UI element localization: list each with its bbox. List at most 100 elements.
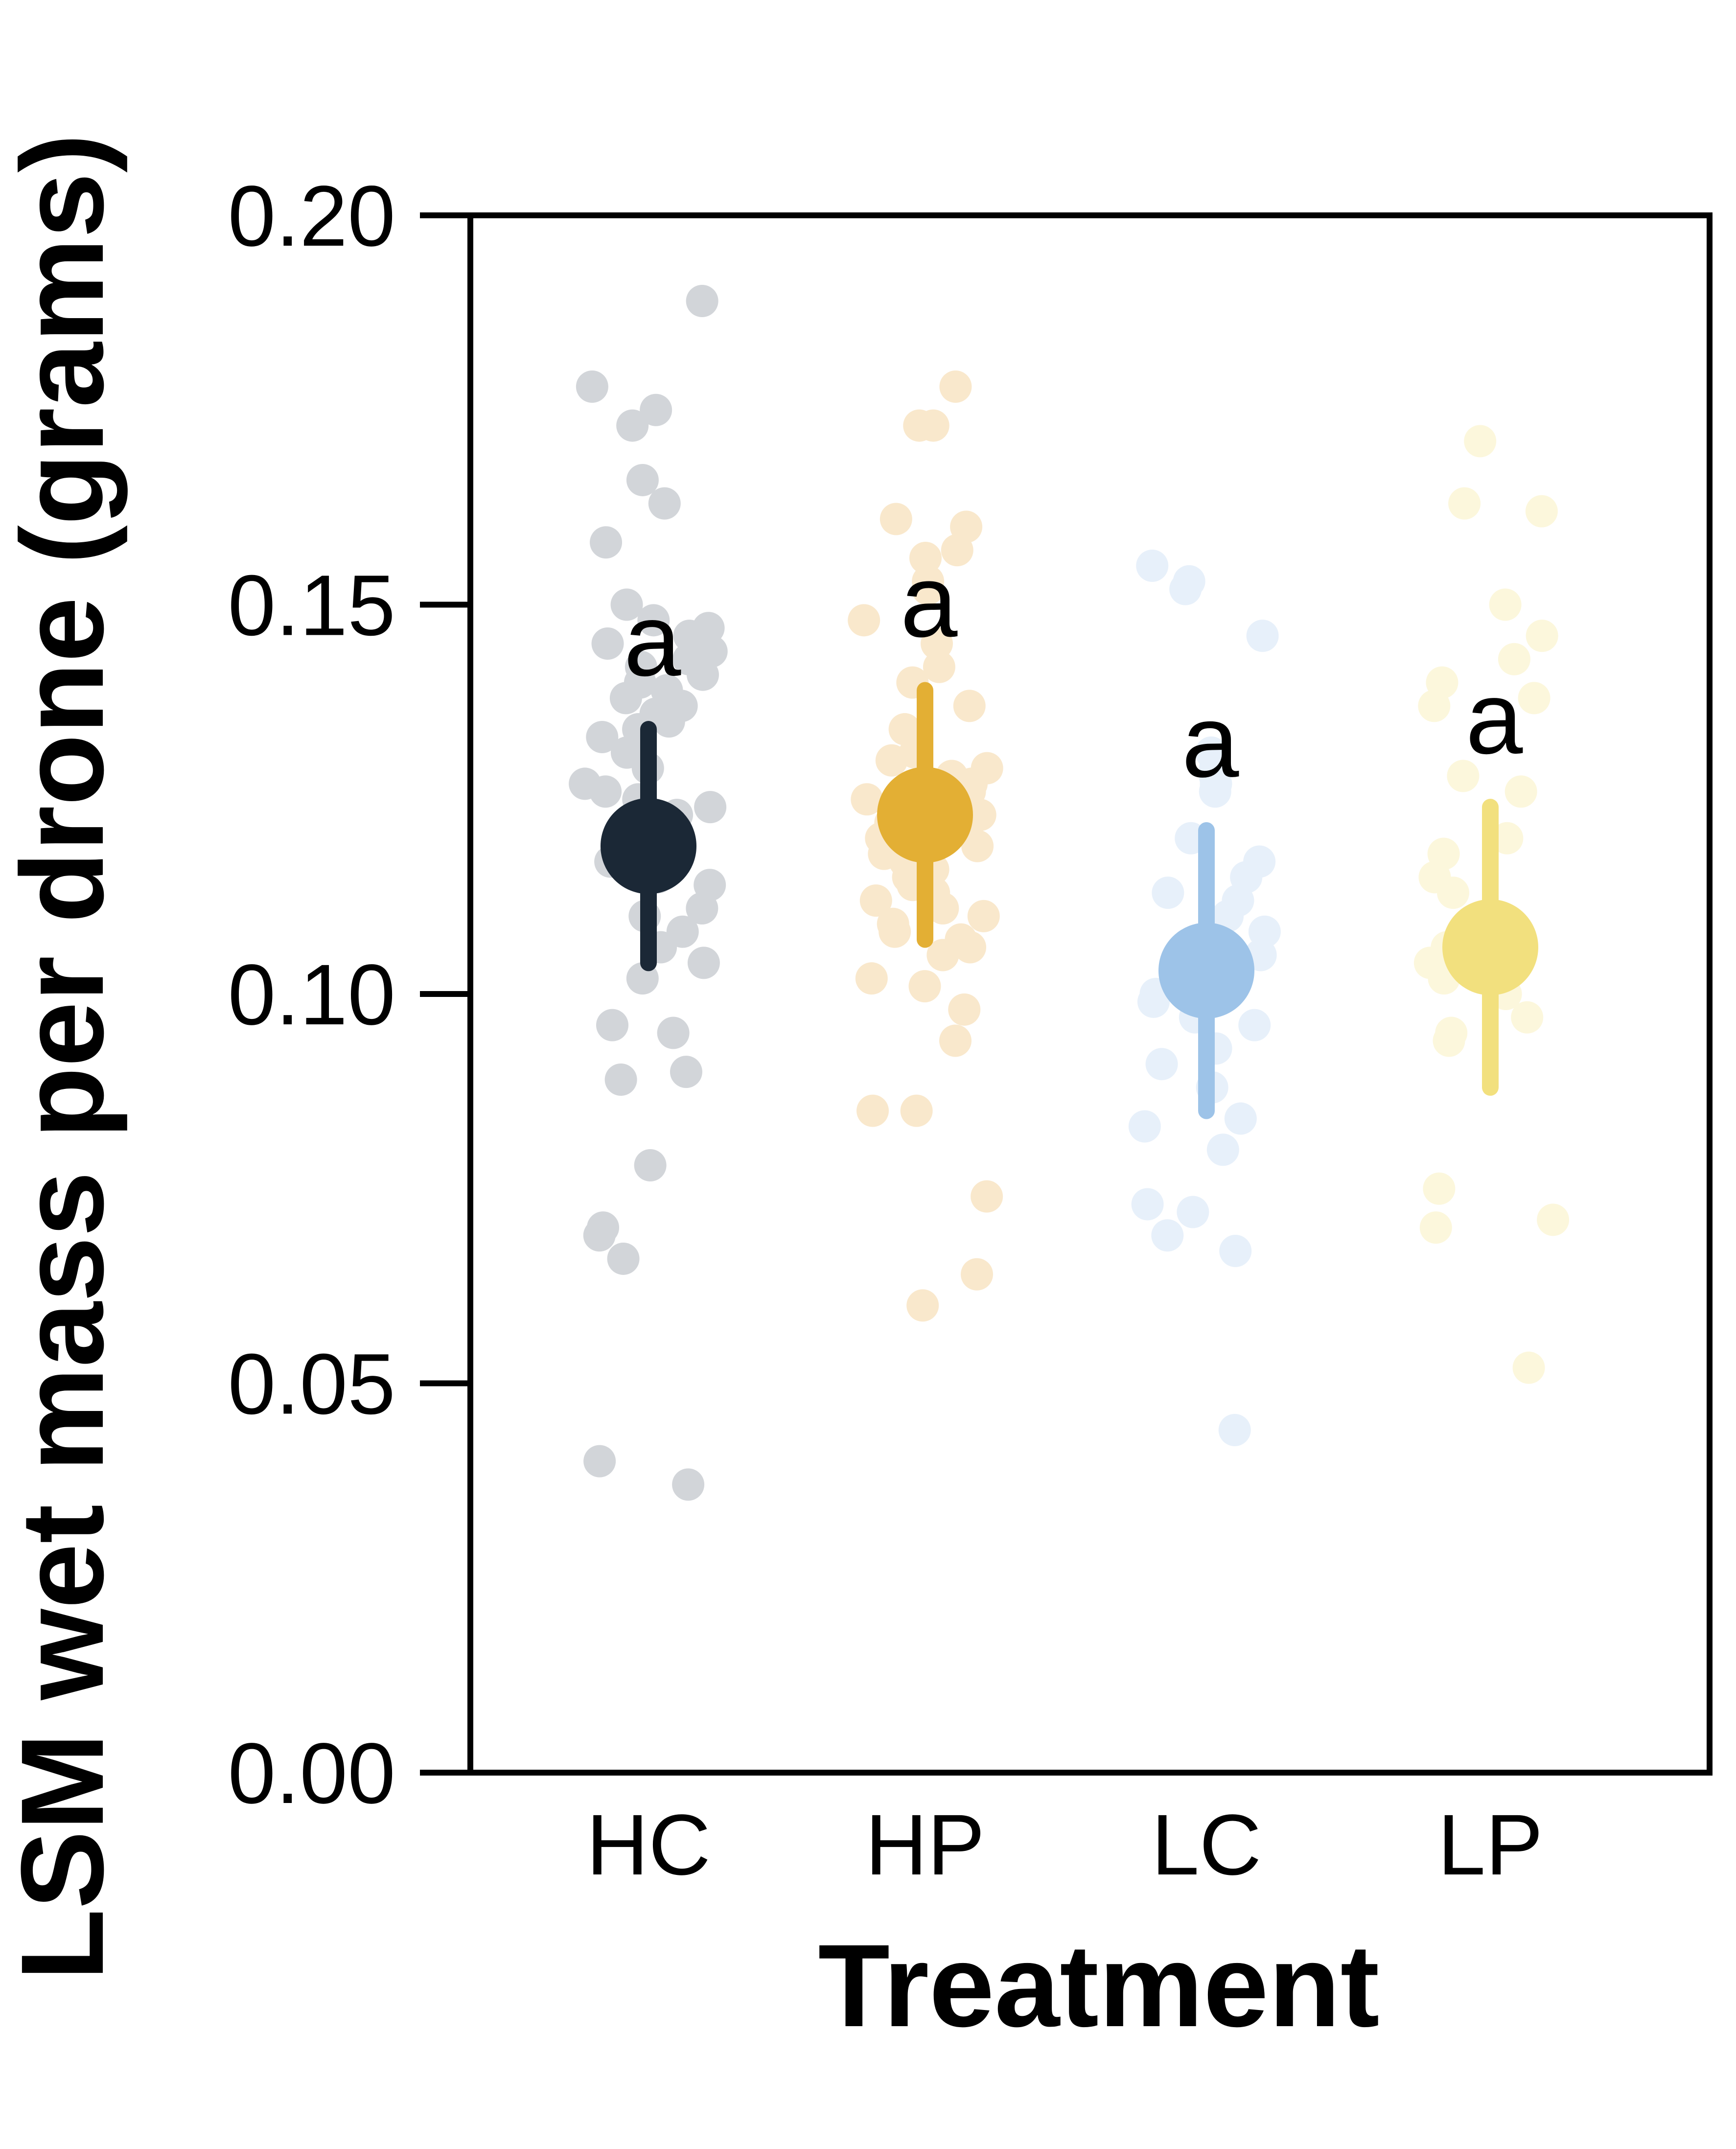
raw-point-lc <box>1136 549 1169 582</box>
raw-point-hc <box>670 1056 702 1088</box>
raw-point-hp <box>954 931 987 964</box>
raw-point-lp <box>1437 877 1470 909</box>
raw-point-lc <box>1224 1102 1257 1135</box>
raw-point-lp <box>1448 487 1481 520</box>
raw-point-lp <box>1464 425 1497 458</box>
raw-point-lp <box>1423 1172 1456 1205</box>
raw-point-hc <box>604 1063 637 1096</box>
raw-point-hp <box>880 503 912 535</box>
raw-point-hp <box>908 970 941 1003</box>
raw-point-hc <box>609 682 642 715</box>
raw-point-hp <box>879 915 911 948</box>
y-tick-label: 0.20 <box>228 168 395 264</box>
group-letter-hp: a <box>901 544 958 659</box>
group-letter-hc: a <box>624 582 681 697</box>
raw-point-hp <box>961 1258 994 1291</box>
raw-point-hp <box>856 1094 889 1127</box>
y-tick-label: 0.15 <box>228 558 395 654</box>
raw-point-lc <box>1206 1133 1239 1166</box>
y-tick-label: 0.10 <box>228 947 395 1043</box>
raw-point-hc <box>586 720 619 753</box>
raw-point-lc <box>1211 900 1244 932</box>
group-letter-lc: a <box>1182 684 1239 799</box>
raw-point-hp <box>941 534 973 567</box>
raw-point-lc <box>1151 1219 1184 1252</box>
raw-point-hp <box>971 1180 1003 1213</box>
raw-point-hc <box>694 791 727 824</box>
raw-point-lc <box>1128 1110 1161 1143</box>
raw-point-hc <box>583 1219 616 1252</box>
raw-point-lp <box>1511 1001 1544 1034</box>
x-tick-label-hp: HP <box>865 1797 985 1893</box>
raw-point-lp <box>1418 690 1451 722</box>
raw-point-lc <box>1169 573 1202 605</box>
x-tick-label-lc: LC <box>1152 1797 1262 1893</box>
x-tick-label-hc: HC <box>586 1797 711 1893</box>
raw-point-lp <box>1525 495 1558 528</box>
raw-point-hp <box>851 783 883 816</box>
x-tick-label-lp: LP <box>1437 1797 1543 1893</box>
raw-point-hp <box>926 939 959 971</box>
raw-point-hp <box>900 1094 933 1127</box>
raw-point-hp <box>939 370 972 403</box>
raw-point-hp <box>948 993 981 1026</box>
raw-point-hp <box>855 962 888 995</box>
raw-point-hp <box>848 604 880 637</box>
raw-point-hc <box>616 409 649 442</box>
y-axis-title: LSM wet mass per drone (grams) <box>0 134 128 1981</box>
raw-point-hp <box>926 892 959 924</box>
raw-point-lc <box>1137 985 1170 1018</box>
raw-point-lp <box>1419 1211 1452 1244</box>
raw-point-hc <box>686 285 718 318</box>
raw-point-lp <box>1498 643 1530 675</box>
raw-point-hp <box>903 409 936 442</box>
raw-point-hp <box>967 900 1000 932</box>
axis-layer: 0.00 0.05 0.10 0.15 0.20 HC HP LC LP <box>228 168 1543 1893</box>
raw-point-hp <box>953 690 986 722</box>
raw-point-hc <box>637 604 670 637</box>
raw-point-lp <box>1512 1351 1545 1384</box>
raw-point-hc <box>686 658 719 691</box>
raw-point-hc <box>672 1468 705 1501</box>
raw-point-lc <box>1131 1188 1164 1221</box>
raw-point-hc <box>686 892 718 924</box>
mean-point-lp <box>1442 899 1538 995</box>
raw-point-lc <box>1219 1235 1252 1268</box>
raw-point-hp <box>921 627 953 660</box>
group-letter-lp: a <box>1466 660 1523 775</box>
raw-point-hc <box>590 526 623 559</box>
raw-point-hc <box>652 705 685 738</box>
raw-point-hc <box>576 370 608 403</box>
x-axis-title: Treatment <box>818 1920 1379 2051</box>
y-tick-label: 0.00 <box>228 1726 395 1822</box>
raw-point-lp <box>1433 1024 1465 1057</box>
raw-point-lp <box>1505 775 1537 808</box>
raw-point-lc <box>1145 1048 1178 1081</box>
raw-point-lc <box>1152 877 1184 909</box>
raw-point-lp <box>1447 760 1480 792</box>
summary-layer: a a a a <box>601 544 1538 1119</box>
raw-point-lc <box>1218 1413 1251 1446</box>
raw-point-hc <box>607 1242 640 1275</box>
mean-point-hp <box>877 767 973 863</box>
raw-point-hc <box>589 775 622 808</box>
raw-point-hp <box>923 650 955 683</box>
raw-point-hp <box>961 830 994 862</box>
raw-point-hc <box>687 947 720 979</box>
raw-point-hc <box>626 463 659 496</box>
raw-point-hp <box>906 1289 939 1322</box>
raw-point-hp <box>911 573 944 605</box>
raw-point-lc <box>1177 1196 1209 1228</box>
raw-point-lp <box>1489 588 1522 621</box>
raw-point-lp <box>1537 1203 1570 1236</box>
raw-point-hc <box>610 588 643 621</box>
raw-point-hp <box>875 744 908 777</box>
raw-point-hc <box>634 1149 667 1182</box>
raw-point-hp <box>939 1024 972 1057</box>
raw-point-lc <box>1246 620 1279 652</box>
raw-point-lc <box>1238 1009 1271 1041</box>
raw-point-hc <box>591 627 624 660</box>
raw-point-lp <box>1491 822 1524 855</box>
raw-point-hc <box>596 1009 629 1041</box>
raw-point-lp <box>1526 620 1558 652</box>
